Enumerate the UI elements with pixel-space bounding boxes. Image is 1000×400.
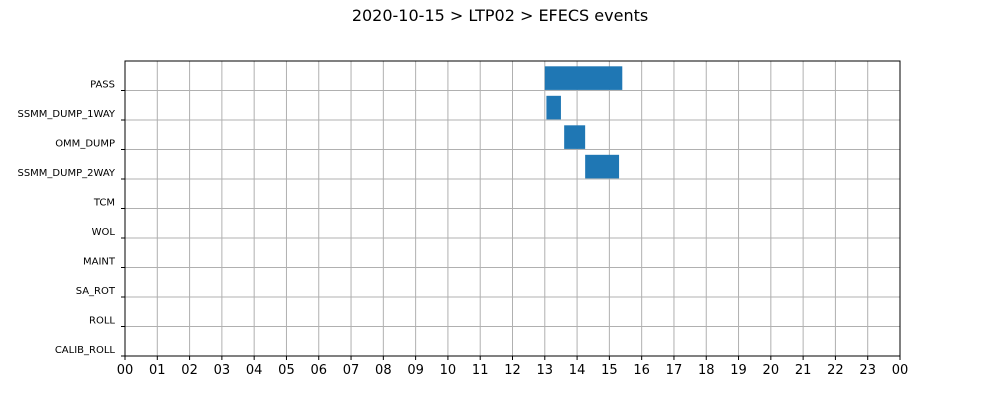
x-tick-label: 22 [827,363,844,378]
x-tick-label: 08 [375,363,392,378]
x-tick-label: 09 [407,363,424,378]
event-bar-omm-dump [564,125,586,149]
x-tick-label: 19 [730,363,747,378]
y-tick-label: TCM [93,198,115,209]
grid [124,61,901,356]
x-tick-label: 02 [181,363,198,378]
x-tick-label: 07 [343,363,360,378]
y-tick-label: SSMM_DUMP_1WAY [17,109,115,120]
y-axis: PASS SSMM_DUMP_1WAY OMM_DUMP SSMM_DUMP_2WAY… [17,80,125,357]
y-tick-label: ROLL [89,316,115,327]
y-tick-label: MAINT [83,257,116,268]
x-tick-label: 11 [472,363,489,378]
x-tick-label: 04 [246,363,263,378]
x-tick-label: 13 [537,363,554,378]
x-tick-label: 20 [763,363,780,378]
event-bar-pass [544,66,623,90]
x-tick-label: 10 [440,363,457,378]
x-tick-label: 12 [504,363,521,378]
y-tick-label: SA_ROT [76,286,116,297]
y-tick-label: WOL [92,227,116,238]
x-tick-label: 23 [859,363,876,378]
x-tick-label: 14 [569,363,586,378]
x-tick-label: 21 [795,363,812,378]
y-tick-label: SSMM_DUMP_2WAY [17,168,115,179]
event-bars [544,66,623,179]
x-tick-label: 05 [278,363,295,378]
event-bar-ssmm-dump-1way [546,95,561,120]
x-tick-label: 01 [149,363,166,378]
x-tick-label: 00 [117,363,134,378]
chart-title: 2020-10-15 > LTP02 > EFECS events [351,6,649,25]
x-tick-label: 16 [633,363,650,378]
x-axis: 00 01 02 03 04 05 06 07 08 09 10 11 12 13 14 15 16 17 18 19… [117,356,909,378]
y-tick-label: CALIB_ROLL [55,345,116,356]
x-tick-label: 17 [666,363,683,378]
x-tick-label: 00 [892,363,909,378]
x-tick-label: 18 [698,363,715,378]
y-tick-label: OMM_DUMP [55,139,115,150]
x-tick-label: 06 [310,363,327,378]
event-bar-ssmm-dump-2way [585,154,620,179]
y-tick-label: PASS [90,80,115,91]
x-tick-label: 03 [214,363,231,378]
x-tick-label: 15 [601,363,618,378]
